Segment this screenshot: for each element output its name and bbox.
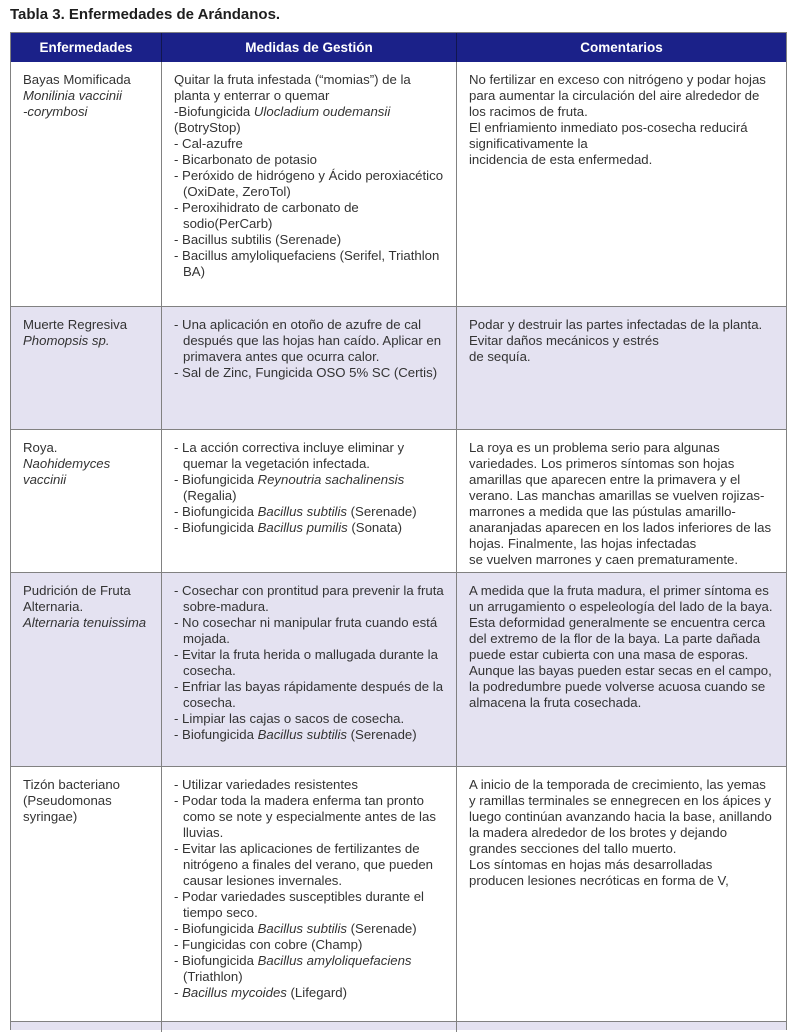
header-cell-comentarios: Comentarios bbox=[580, 40, 663, 55]
diseases-table: Enfermedades Medidas de Gestión Comentar… bbox=[10, 32, 787, 1032]
header-cell-medidas: Medidas de Gestión bbox=[162, 33, 457, 62]
partial-disease-cell bbox=[11, 1022, 162, 1032]
partial-comments-cell bbox=[457, 1022, 786, 1032]
table-header-row: Enfermedades Medidas de Gestión Comentar… bbox=[11, 33, 786, 62]
table-row: Pudrición de Fruta Alternaria. Alternaria… bbox=[11, 573, 786, 767]
comments-cell: La roya es un problema serio para alguna… bbox=[469, 440, 772, 567]
comments-cell: A inicio de la temporada de crecimiento,… bbox=[469, 777, 772, 888]
disease-cell: Pudrición de Fruta Alternaria. Alternaria… bbox=[11, 573, 162, 766]
disease-cell: Bayas Momificada Monilinia vaccinii -cory… bbox=[11, 62, 162, 306]
management-cell: - Cosechar con prontitud para prevenir l… bbox=[162, 573, 457, 766]
partial-management-cell bbox=[162, 1022, 457, 1032]
partial-next-row bbox=[11, 1022, 786, 1032]
management-cell: - Utilizar variedades resistentes - Podar… bbox=[162, 767, 457, 1021]
management-cell: Quitar la fruta infestada (“momias”) de … bbox=[162, 62, 457, 306]
management-cell: - La acción correctiva incluye eliminar … bbox=[162, 430, 457, 572]
table-row: Bayas Momificada Monilinia vaccinii -cory… bbox=[11, 62, 786, 307]
table-body: Bayas Momificada Monilinia vaccinii -cory… bbox=[11, 62, 786, 1032]
header-cell-enfermedades: Enfermedades bbox=[11, 33, 162, 62]
comments-cell: No fertilizar en exceso con nitrógeno y … bbox=[469, 72, 766, 167]
comments-cell: Podar y destruir las partes infectadas d… bbox=[469, 317, 763, 364]
table-row: Roya. Naohidemyces vaccinii - La acción c… bbox=[11, 430, 786, 573]
disease-cell: Muerte Regresiva Phomopsis sp. bbox=[11, 307, 162, 429]
table-row: Tizón bacteriano (Pseudomonas syringae) … bbox=[11, 767, 786, 1022]
management-cell: - Una aplicación en otoño de azufre de c… bbox=[162, 307, 457, 429]
disease-cell: Tizón bacteriano (Pseudomonas syringae) bbox=[11, 767, 162, 1021]
disease-cell: Roya. Naohidemyces vaccinii bbox=[11, 430, 162, 572]
page-title: Tabla 3. Enfermedades de Arándanos. bbox=[10, 6, 281, 23]
table-row: Muerte Regresiva Phomopsis sp. - Una apli… bbox=[11, 307, 786, 430]
comments-cell: A medida que la fruta madura, el primer … bbox=[469, 583, 777, 710]
